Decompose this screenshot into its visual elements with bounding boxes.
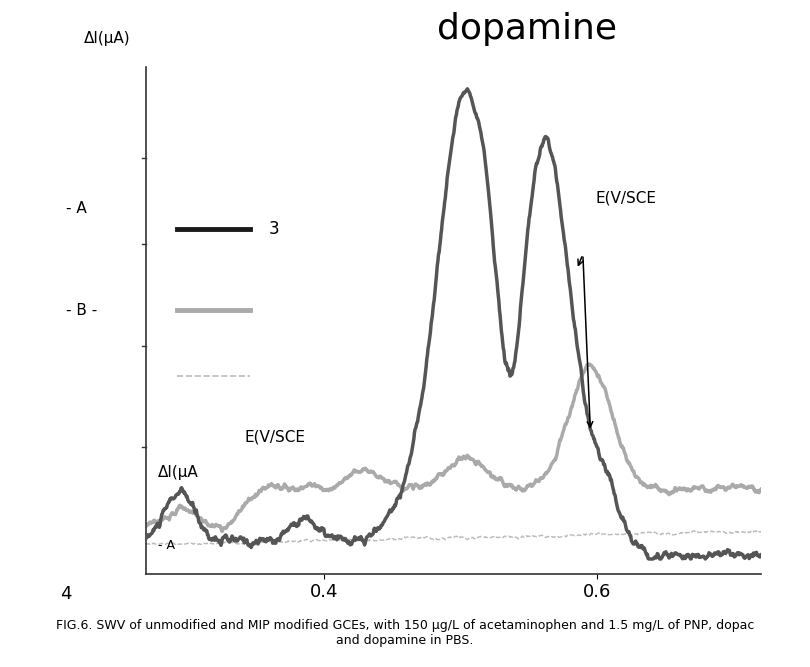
Text: E(V/SCE: E(V/SCE bbox=[595, 191, 656, 206]
Text: ΔI(μA: ΔI(μA bbox=[158, 465, 199, 480]
Text: - A: - A bbox=[158, 539, 175, 552]
Text: E(V/SCE: E(V/SCE bbox=[245, 430, 305, 444]
Text: - A: - A bbox=[66, 201, 87, 216]
Text: FIG.6. SWV of unmodified and MIP modified GCEs, with 150 μg/L of acetaminophen a: FIG.6. SWV of unmodified and MIP modifie… bbox=[56, 619, 754, 647]
Text: - B -: - B - bbox=[66, 303, 97, 317]
Text: ΔI(μA): ΔI(μA) bbox=[84, 31, 131, 47]
Text: 4: 4 bbox=[60, 585, 71, 603]
Text: 3: 3 bbox=[269, 220, 279, 238]
Text: dopamine: dopamine bbox=[437, 13, 617, 47]
